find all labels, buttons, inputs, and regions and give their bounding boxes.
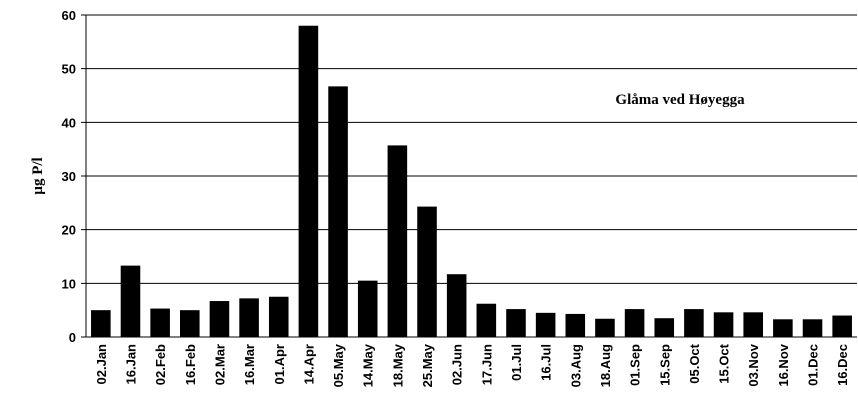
x-tick-label: 16.Feb	[183, 344, 198, 385]
bar	[357, 280, 378, 337]
bar	[298, 25, 319, 337]
x-tick-label: 15.Sep	[657, 344, 672, 386]
y-tick-label: 0	[69, 330, 76, 345]
bar	[684, 309, 704, 337]
x-tick-label: 02.Mar	[212, 344, 227, 385]
x-tick-label: 14.Apr	[301, 344, 316, 384]
x-tick-label: 01.Jul	[509, 344, 524, 381]
bar	[91, 310, 111, 337]
x-tick-label: 16.Dec	[835, 344, 850, 386]
x-tick-label: 03.Aug	[568, 344, 583, 387]
bar	[773, 319, 793, 337]
x-tick-label: 16.Mar	[242, 344, 257, 385]
chart-annotation: Glåma ved Høyegga	[615, 92, 745, 108]
x-tick-label: 18.Aug	[598, 344, 613, 387]
bar	[506, 309, 526, 337]
x-tick-label: 25.May	[420, 343, 435, 387]
x-tick-label: 03.Nov	[746, 343, 761, 386]
bar	[713, 312, 734, 337]
bar	[535, 312, 556, 337]
bar	[150, 308, 170, 337]
bar	[743, 312, 763, 337]
x-tick-label: 02.Feb	[153, 344, 168, 385]
x-tick-label: 02.Jun	[450, 344, 465, 385]
bar	[387, 145, 408, 337]
x-tick-label: 02.Jan	[94, 344, 109, 385]
x-tick-label: 05.May	[331, 343, 346, 387]
x-tick-label: 17.Jun	[479, 344, 494, 385]
x-tick-label: 16.Jul	[539, 344, 554, 381]
y-tick-label: 20	[62, 223, 76, 238]
y-tick-label: 60	[62, 8, 76, 23]
x-tick-label: 16.Jan	[123, 344, 138, 385]
bar	[654, 318, 675, 337]
bar	[209, 301, 230, 337]
y-tick-label: 40	[62, 115, 76, 130]
bar	[328, 86, 348, 337]
x-tick-label: 16.Nov	[776, 343, 791, 386]
bar	[417, 206, 437, 337]
x-tick-label: 01.Sep	[628, 344, 643, 386]
x-tick-label: 05.Oct	[687, 343, 702, 383]
bar	[446, 274, 467, 337]
bar	[180, 310, 200, 337]
bar	[476, 303, 497, 337]
x-tick-label: 14.May	[361, 343, 376, 387]
bar	[595, 318, 615, 337]
bar	[624, 309, 645, 337]
bar	[268, 296, 289, 337]
bar	[239, 298, 259, 337]
y-tick-label: 30	[62, 169, 76, 184]
y-tick-label: 10	[62, 276, 76, 291]
bar	[565, 313, 586, 337]
bar	[832, 315, 852, 337]
bar	[120, 265, 141, 337]
y-tick-label: 50	[62, 62, 76, 77]
x-tick-label: 15.Oct	[717, 343, 732, 383]
y-axis-label: µg P/l	[30, 157, 46, 194]
x-tick-label: 01.Dec	[806, 344, 821, 386]
x-tick-label: 18.May	[390, 343, 405, 387]
x-tick-label: 01.Apr	[272, 344, 287, 384]
bar	[802, 319, 823, 337]
